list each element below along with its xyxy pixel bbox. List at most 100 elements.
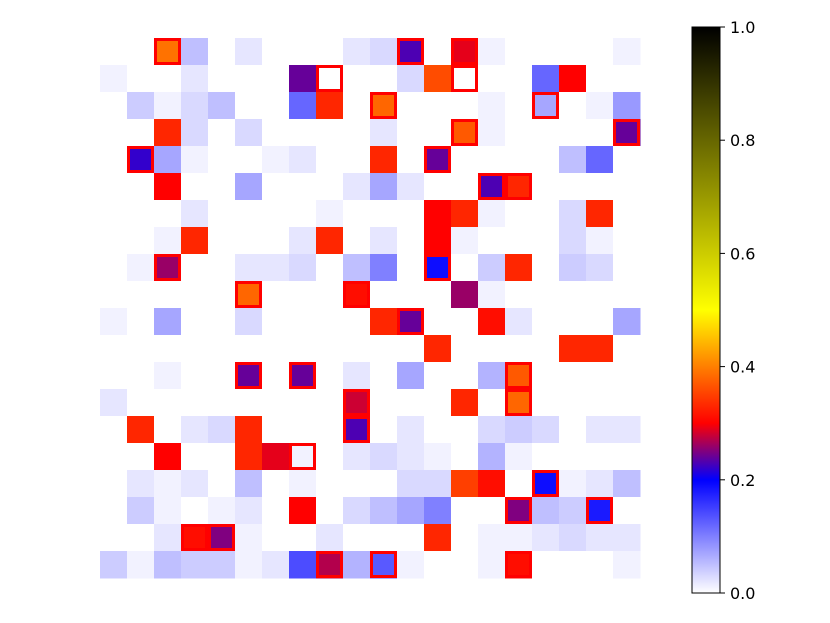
heatmap-cell: [451, 335, 479, 363]
highlighted-cell-outline: [505, 173, 532, 200]
heatmap-cell: [289, 551, 317, 579]
heatmap-cell: [235, 173, 263, 201]
heatmap-cell: [208, 389, 236, 417]
heatmap-cell: [181, 281, 209, 309]
heatmap-cell: [397, 146, 425, 174]
heatmap-cell: [505, 551, 533, 579]
heatmap-cell: [451, 146, 479, 174]
heatmap-cell: [370, 146, 398, 174]
heatmap-cell: [586, 281, 614, 309]
heatmap-cell: [478, 308, 506, 336]
heatmap-cell: [559, 227, 587, 255]
heatmap-cell: [451, 470, 479, 498]
heatmap-cell: [316, 92, 344, 120]
heatmap-cell: [154, 119, 182, 147]
heatmap-cell: [262, 524, 290, 552]
heatmap-cell: [424, 254, 452, 282]
heatmap-cell: [262, 65, 290, 93]
highlighted-cell-outline: [316, 551, 343, 578]
heatmap-cell: [343, 227, 371, 255]
highlighted-cell-outline: [532, 470, 559, 497]
heatmap-cell: [613, 281, 641, 309]
heatmap-cell: [424, 416, 452, 444]
heatmap-cell: [316, 146, 344, 174]
heatmap-cell: [424, 173, 452, 201]
highlighted-cell-outline: [370, 551, 397, 578]
heatmap-cell: [505, 335, 533, 363]
heatmap-cell: [181, 227, 209, 255]
heatmap-cell: [559, 416, 587, 444]
heatmap-cell: [208, 146, 236, 174]
heatmap-cell: [235, 416, 263, 444]
heatmap-cell: [127, 173, 155, 201]
heatmap-cell: [478, 65, 506, 93]
heatmap-cell: [397, 335, 425, 363]
heatmap-cell: [127, 119, 155, 147]
heatmap-cell: [316, 497, 344, 525]
heatmap-cell: [451, 443, 479, 471]
heatmap-cell: [154, 254, 182, 282]
heatmap-cell: [532, 470, 560, 498]
heatmap-cell: [154, 65, 182, 93]
heatmap-cell: [397, 119, 425, 147]
heatmap-cell: [424, 362, 452, 390]
heatmap-cell: [370, 470, 398, 498]
heatmap-cell: [505, 227, 533, 255]
heatmap-cell: [559, 389, 587, 417]
heatmap-cell: [181, 524, 209, 552]
heatmap-cell: [343, 65, 371, 93]
heatmap-cell: [424, 524, 452, 552]
heatmap-cell: [316, 362, 344, 390]
highlighted-cell-outline: [235, 281, 262, 308]
heatmap-cell: [478, 146, 506, 174]
colorbar: 0.0 0.2 0.4 0.6 0.8 1.0: [691, 18, 755, 603]
heatmap-cell: [559, 146, 587, 174]
heatmap-cell: [424, 92, 452, 120]
highlighted-cell-outline: [451, 119, 478, 146]
heatmap-cell: [397, 389, 425, 417]
heatmap-cell: [316, 443, 344, 471]
heatmap-cell: [424, 389, 452, 417]
heatmap-cell: [451, 254, 479, 282]
heatmap-cell: [424, 470, 452, 498]
heatmap-cell: [505, 389, 533, 417]
heatmap-cell: [127, 497, 155, 525]
heatmap-cell: [613, 200, 641, 228]
heatmap-cell: [289, 92, 317, 120]
highlighted-cell-outline: [154, 254, 181, 281]
heatmap-cell: [424, 200, 452, 228]
heatmap-cell: [343, 308, 371, 336]
heatmap-cell: [262, 227, 290, 255]
heatmap-cell: [316, 551, 344, 579]
heatmap-cell: [478, 362, 506, 390]
heatmap-cell: [613, 362, 641, 390]
heatmap-cell: [397, 443, 425, 471]
heatmap-cell: [532, 119, 560, 147]
heatmap-cell: [235, 362, 263, 390]
highlighted-cell-outline: [451, 38, 478, 65]
heatmap-cell: [289, 335, 317, 363]
heatmap-cell: [478, 524, 506, 552]
heatmap-cell: [154, 416, 182, 444]
heatmap-cell: [127, 254, 155, 282]
heatmap-cell: [478, 38, 506, 66]
heatmap-cell: [316, 173, 344, 201]
heatmap-cell: [613, 92, 641, 120]
heatmap-cell: [505, 146, 533, 174]
heatmap-cell: [613, 227, 641, 255]
heatmap-cell: [181, 254, 209, 282]
heatmap-cell: [586, 551, 614, 579]
heatmap-cell: [181, 308, 209, 336]
heatmap-cell: [289, 119, 317, 147]
highlighted-cell-outline: [505, 551, 532, 578]
colorbar-ticks: 0.0 0.2 0.4 0.6 0.8 1.0: [720, 18, 755, 603]
heatmap-cell: [559, 551, 587, 579]
heatmap-cell: [586, 38, 614, 66]
heatmap-cell: [154, 443, 182, 471]
heatmap-cell: [262, 173, 290, 201]
heatmap-cell: [100, 38, 128, 66]
heatmap-cell: [154, 335, 182, 363]
heatmap-cell: [397, 470, 425, 498]
heatmap-cell: [505, 524, 533, 552]
heatmap-cell: [235, 443, 263, 471]
